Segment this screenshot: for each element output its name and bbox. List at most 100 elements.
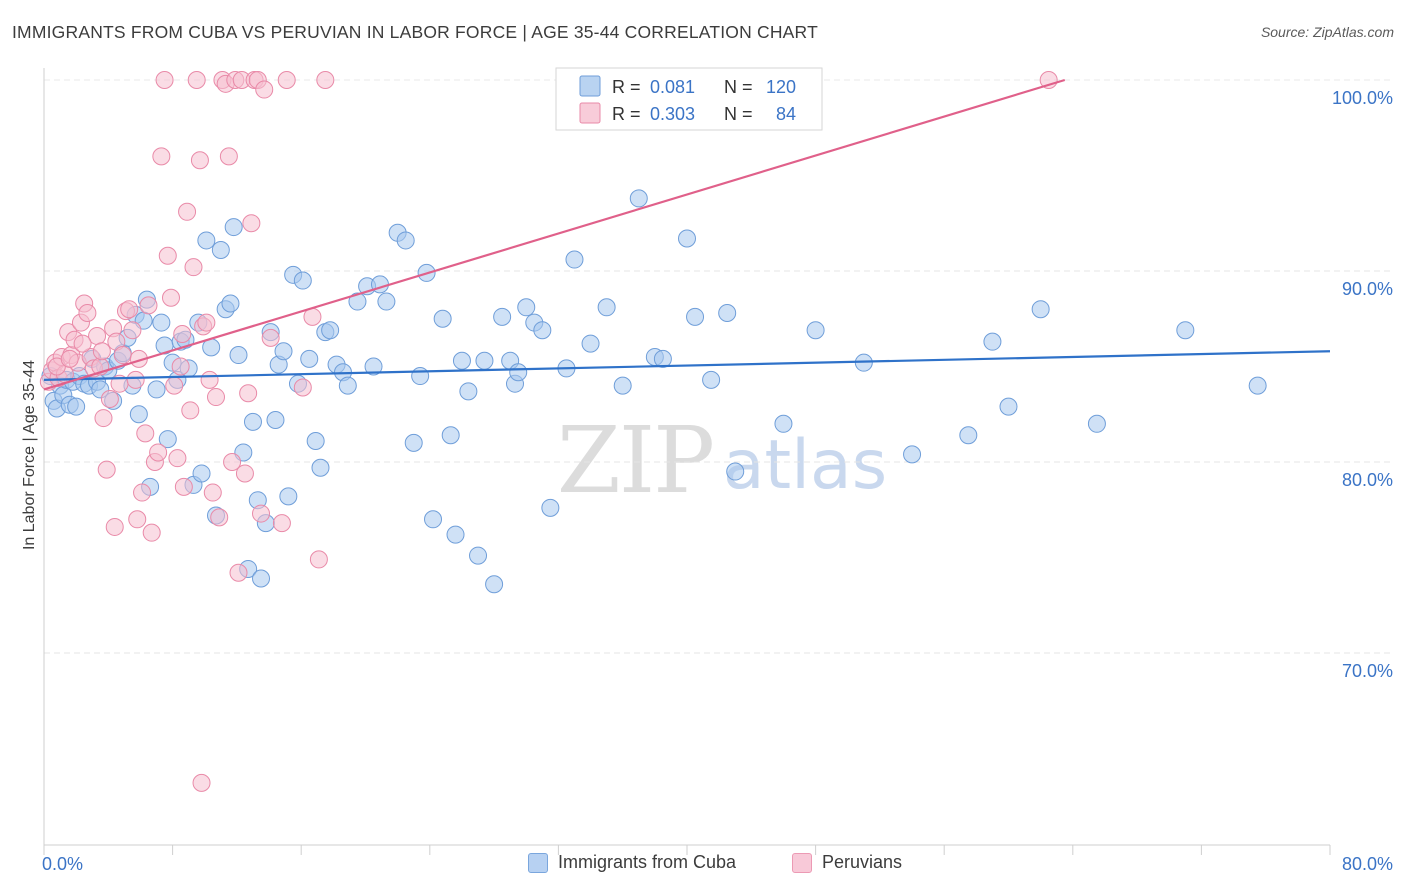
point-series-1-59 xyxy=(229,563,248,582)
legend-item-peruvians: Peruvians xyxy=(792,852,902,873)
point-series-1-38 xyxy=(161,288,180,307)
legend-label-cuba: Immigrants from Cuba xyxy=(558,852,737,872)
point-series-0-106 xyxy=(702,370,721,389)
point-series-0-98 xyxy=(581,334,600,353)
legend-item-cuba: Immigrants from Cuba xyxy=(528,852,736,873)
point-series-0-27 xyxy=(147,380,166,399)
source-label: Source: ZipAtlas.com xyxy=(1260,24,1394,40)
trend-line-series-1 xyxy=(43,78,1066,391)
point-series-0-104 xyxy=(678,229,696,248)
legend-r-label-1: R = xyxy=(612,104,641,124)
point-series-1-41 xyxy=(171,357,190,376)
point-series-1-57 xyxy=(223,453,242,471)
point-series-1-72 xyxy=(309,550,328,569)
point-series-0-8 xyxy=(67,397,86,416)
point-series-1-49 xyxy=(197,313,216,332)
point-series-1-26 xyxy=(123,321,142,340)
x-tick-label-0: 0.0% xyxy=(42,854,83,874)
point-series-0-91 xyxy=(509,363,528,382)
point-series-1-66 xyxy=(252,504,271,523)
point-series-1-75 xyxy=(60,349,79,368)
point-series-0-62 xyxy=(306,431,325,450)
watermark-atlas: atlas xyxy=(723,426,887,505)
point-series-1-31 xyxy=(139,296,158,315)
point-series-1-43 xyxy=(178,202,197,221)
point-series-1-68 xyxy=(261,328,280,347)
point-series-0-109 xyxy=(774,414,793,433)
point-series-0-103 xyxy=(653,349,672,368)
point-series-0-99 xyxy=(597,298,616,317)
point-series-0-112 xyxy=(903,445,922,464)
point-series-1-23 xyxy=(113,346,132,365)
point-series-0-39 xyxy=(197,231,216,250)
point-series-0-115 xyxy=(999,397,1018,416)
point-series-0-45 xyxy=(224,218,243,237)
point-series-0-105 xyxy=(686,307,705,326)
point-series-0-80 xyxy=(433,309,452,328)
point-series-1-52 xyxy=(207,388,226,407)
point-series-0-77 xyxy=(411,367,430,386)
point-series-1-83 xyxy=(173,325,192,344)
point-series-0-114 xyxy=(983,332,1002,351)
point-series-0-76 xyxy=(404,433,423,452)
point-series-0-101 xyxy=(629,189,648,208)
point-series-1-50 xyxy=(200,370,219,389)
point-series-0-69 xyxy=(348,292,367,311)
y-tick-label-0: 70.0% xyxy=(1342,661,1393,681)
point-series-1-76 xyxy=(73,334,92,353)
point-series-0-79 xyxy=(424,510,443,529)
point-series-1-79 xyxy=(128,510,147,529)
point-series-0-108 xyxy=(726,462,745,481)
point-series-1-73 xyxy=(316,71,335,89)
point-series-1-37 xyxy=(158,246,177,265)
point-series-0-116 xyxy=(1031,300,1050,319)
point-series-0-38 xyxy=(192,464,211,483)
point-series-0-100 xyxy=(613,376,632,395)
point-series-1-69 xyxy=(277,71,296,89)
point-series-0-85 xyxy=(469,546,488,565)
series-1-points xyxy=(39,71,1058,792)
point-series-1-29 xyxy=(133,483,152,502)
point-series-1-47 xyxy=(190,151,209,170)
point-series-0-65 xyxy=(321,321,340,340)
point-series-1-56 xyxy=(219,147,238,166)
point-series-1-39 xyxy=(165,376,184,395)
legend-r-value-0: 0.081 xyxy=(650,77,695,97)
point-series-0-54 xyxy=(266,410,285,429)
point-series-0-81 xyxy=(441,426,460,445)
point-series-1-34 xyxy=(149,443,168,462)
legend-swatch-1 xyxy=(579,102,601,124)
point-series-0-46 xyxy=(229,346,248,365)
point-series-0-49 xyxy=(243,412,262,431)
point-series-0-94 xyxy=(533,321,552,340)
point-series-0-84 xyxy=(459,382,478,401)
point-series-1-42 xyxy=(174,477,193,496)
point-series-1-63 xyxy=(242,214,261,233)
point-series-0-61 xyxy=(300,349,319,368)
point-series-1-78 xyxy=(105,517,124,536)
point-series-0-51 xyxy=(252,569,271,588)
point-series-1-67 xyxy=(255,80,274,99)
point-series-0-28 xyxy=(152,313,171,332)
point-series-1-36 xyxy=(155,71,174,89)
legend-r-value-1: 0.303 xyxy=(650,104,695,124)
point-series-0-113 xyxy=(959,426,978,445)
point-series-0-82 xyxy=(446,525,465,544)
point-series-0-73 xyxy=(377,292,396,311)
point-series-1-12 xyxy=(78,304,97,323)
point-series-1-81 xyxy=(272,514,291,533)
tick-labels: 70.0% 80.0% 90.0% 100.0% 0.0% 80.0% xyxy=(42,88,1393,874)
legend: R = 0.081 N = 120 R = 0.303 N = 84 xyxy=(555,67,823,131)
point-series-0-56 xyxy=(274,342,293,361)
chart-title: IMMIGRANTS FROM CUBA VS PERUVIAN IN LABO… xyxy=(12,22,818,42)
legend-n-value-0: 120 xyxy=(766,77,796,97)
legend-swatch-cuba xyxy=(528,852,548,873)
point-series-1-17 xyxy=(94,409,113,428)
watermark-zip: ZIP xyxy=(557,407,713,514)
point-series-1-40 xyxy=(168,449,187,468)
point-series-1-46 xyxy=(187,71,206,89)
point-series-0-68 xyxy=(338,376,357,395)
point-series-0-44 xyxy=(221,294,240,313)
legend-swatch-peruvians xyxy=(792,852,812,873)
